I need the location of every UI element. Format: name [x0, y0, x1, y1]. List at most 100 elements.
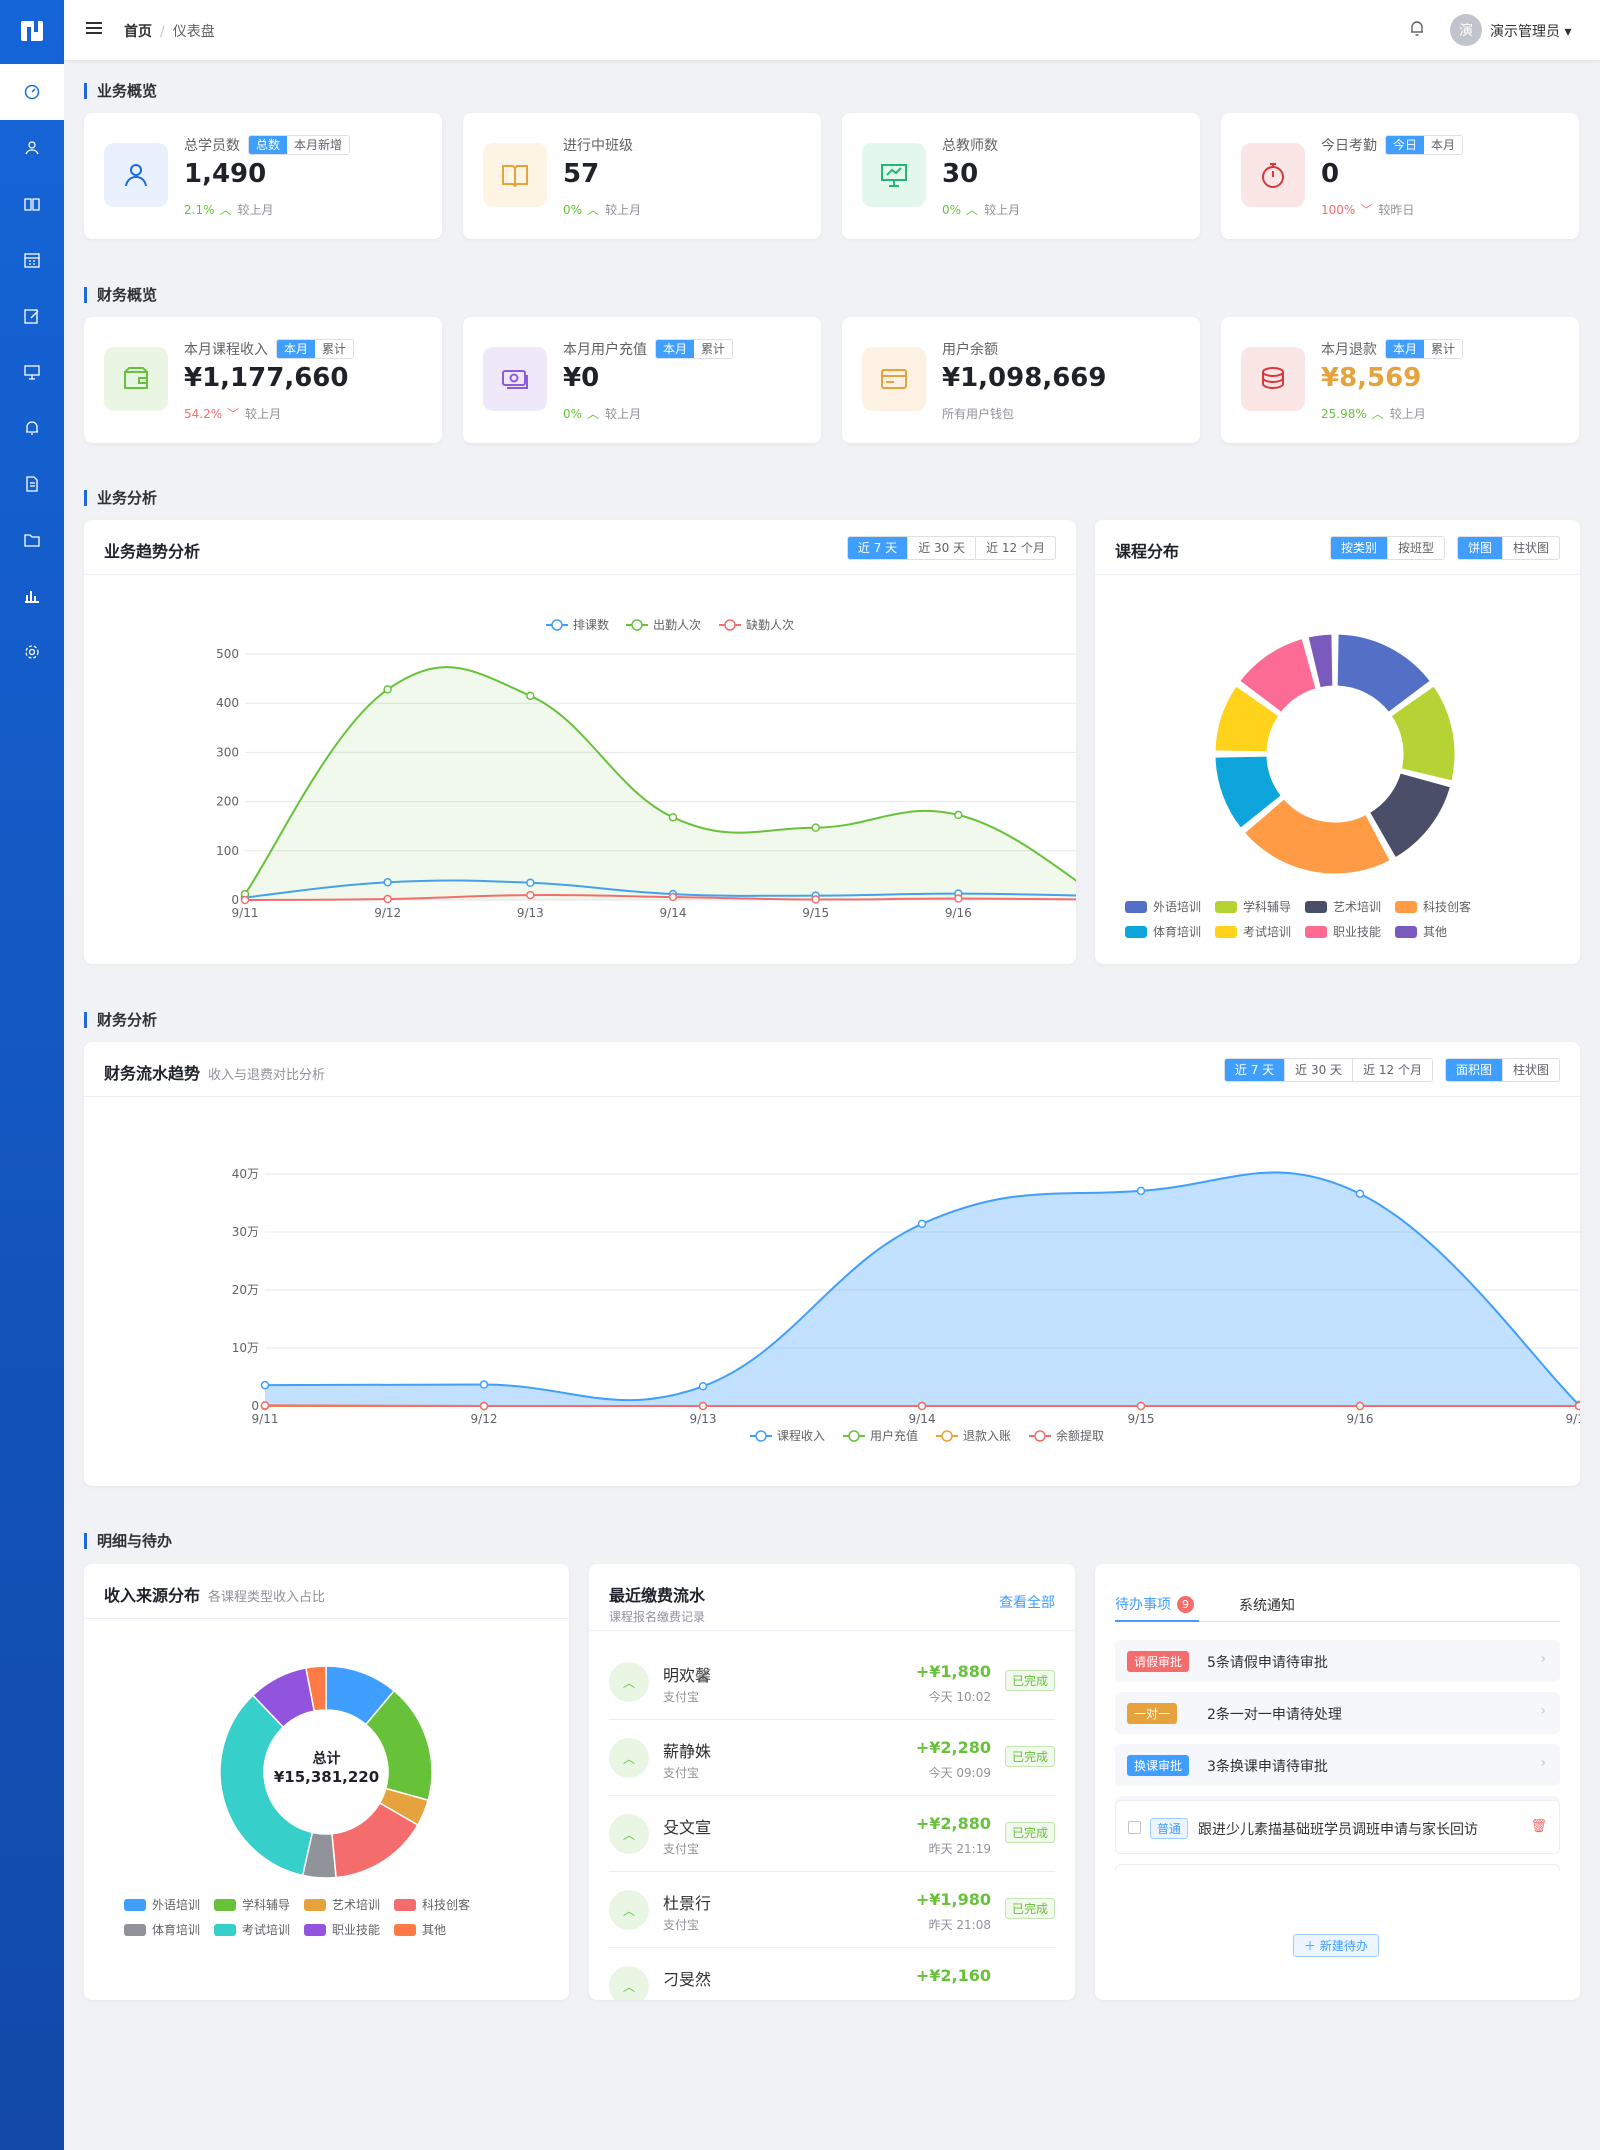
legend-item[interactable]: 艺术培训 [1305, 898, 1381, 915]
period-option[interactable]: 累计 [1424, 340, 1463, 358]
data-point[interactable] [698, 1382, 708, 1391]
period-option[interactable]: 累计 [694, 340, 733, 358]
nav-notify[interactable] [0, 400, 64, 456]
period-option[interactable]: 本月 [656, 340, 695, 358]
range-7d-button[interactable]: 近 7 天 [847, 537, 908, 559]
pie-slice[interactable] [1366, 770, 1454, 861]
legend-item[interactable]: 外语培训 [1125, 898, 1201, 915]
legend-item[interactable]: 职业技能 [1305, 923, 1381, 940]
pie-slice[interactable] [1305, 631, 1336, 691]
data-point[interactable] [1136, 1401, 1146, 1411]
bar-view-button[interactable]: 柱状图 [1501, 1059, 1559, 1081]
todo-row[interactable]: 换课审批 3条换课申请待审批 › [1115, 1744, 1560, 1786]
area-view-button[interactable]: 面积图 [1445, 1059, 1502, 1081]
bar-view-button[interactable]: 柱状图 [1501, 537, 1559, 559]
legend-item[interactable]: 艺术培训 [304, 1896, 380, 1913]
range-7d-button[interactable]: 近 7 天 [1224, 1059, 1285, 1081]
data-point[interactable] [479, 1380, 489, 1389]
data-point[interactable] [383, 878, 392, 887]
legend-item[interactable]: 职业技能 [304, 1921, 380, 1938]
legend-item[interactable]: 考试培训 [1215, 923, 1291, 940]
data-point[interactable] [668, 892, 678, 902]
legend-item[interactable]: 学科辅导 [214, 1896, 290, 1913]
legend-label[interactable]: 余额提取 [1056, 1428, 1104, 1443]
period-option[interactable]: 本月 [1424, 136, 1463, 154]
stat-card[interactable]: 总教师数 30 0% ︿ 较上月 [842, 113, 1200, 239]
data-point[interactable] [954, 810, 963, 820]
avatar[interactable]: 演 [1450, 14, 1482, 46]
data-point[interactable] [811, 895, 820, 904]
range-30d-button[interactable]: 近 30 天 [907, 537, 976, 559]
view-all-link[interactable]: 查看全部 [999, 1595, 1055, 1611]
data-point[interactable] [954, 894, 963, 903]
period-option[interactable]: 本月新增 [287, 136, 350, 154]
stat-card[interactable]: 本月退款 本月 累计 ¥8,569 25.98% ︿ 较上月 [1221, 317, 1579, 443]
stat-card[interactable]: 本月课程收入 本月 累计 ¥1,177,660 54.2% ﹀ 较上月 [84, 317, 442, 443]
period-option[interactable]: 累计 [315, 340, 354, 358]
trash-icon[interactable]: 🗑 [1530, 1819, 1547, 1834]
data-point[interactable] [1136, 1186, 1146, 1196]
data-point[interactable] [260, 1380, 270, 1390]
nav-teachers[interactable] [0, 344, 64, 400]
legend-item[interactable]: 体育培训 [1125, 923, 1201, 940]
stat-card[interactable]: 今日考勤 今日 本月 0 100% ﹀ 较昨日 [1221, 113, 1579, 239]
data-point[interactable] [811, 823, 820, 832]
tab-notice[interactable]: 系统通知 [1239, 1598, 1295, 1614]
data-point[interactable] [383, 894, 392, 904]
data-point[interactable] [917, 1219, 927, 1229]
data-point[interactable] [917, 1401, 927, 1411]
payment-row[interactable]: ︿ 明欢馨 支付宝 +¥1,880 今天 10:02 已完成 [609, 1644, 1055, 1720]
range-30d-button[interactable]: 近 30 天 [1284, 1059, 1353, 1081]
legend-item[interactable]: 考试培训 [214, 1921, 290, 1938]
data-point[interactable] [698, 1401, 708, 1411]
data-point[interactable] [240, 895, 250, 905]
legend-label[interactable]: 退款入账 [963, 1429, 1011, 1443]
data-point[interactable] [668, 813, 678, 822]
nav-folder[interactable] [0, 512, 64, 568]
data-point[interactable] [526, 878, 535, 888]
nav-edit[interactable] [0, 288, 64, 344]
pie-slice[interactable] [219, 1694, 314, 1877]
payment-row[interactable]: ︿ 薪静姝 支付宝 +¥2,280 今天 09:09 已完成 [609, 1720, 1055, 1796]
legend-item[interactable]: 科技创客 [1395, 898, 1471, 915]
range-12m-button[interactable]: 近 12 个月 [1352, 1059, 1432, 1081]
by-class-type-button[interactable]: 按班型 [1386, 537, 1444, 559]
legend-label[interactable]: 出勤人次 [653, 618, 701, 632]
legend-item[interactable]: 其他 [394, 1921, 446, 1938]
legend-label[interactable]: 缺勤人次 [746, 617, 794, 632]
data-point[interactable] [526, 691, 535, 701]
stat-card[interactable]: 总学员数 总数 本月新增 1,490 2.1% ︿ 较上月 [84, 113, 442, 239]
todo-row[interactable]: 一对一 2条一对一申请待处理 › [1115, 1692, 1560, 1734]
nav-schedule[interactable] [0, 232, 64, 288]
legend-label[interactable]: 排课数 [573, 617, 609, 632]
range-12m-button[interactable]: 近 12 个月 [975, 537, 1055, 559]
new-todo-button[interactable]: ＋ 新建待办 [1293, 1934, 1379, 1957]
todo-checkbox[interactable] [1128, 1821, 1141, 1834]
payment-row[interactable]: ︿ 刁旻然 +¥2,160 [609, 1948, 1055, 2000]
data-point[interactable] [1355, 1189, 1365, 1198]
nav-documents[interactable] [0, 456, 64, 512]
nav-courses[interactable] [0, 176, 64, 232]
legend-item[interactable]: 科技创客 [394, 1896, 470, 1913]
pie-slice[interactable] [1212, 753, 1285, 831]
stat-card[interactable]: 进行中班级 57 0% ︿ 较上月 [463, 113, 821, 239]
period-option[interactable]: 本月 [277, 340, 316, 358]
stat-card[interactable]: 用户余额 ¥1,098,669 所有用户钱包 [842, 317, 1200, 443]
data-point[interactable] [383, 685, 392, 694]
period-option[interactable]: 总数 [249, 136, 288, 154]
period-option[interactable]: 今日 [1386, 136, 1425, 154]
data-point[interactable] [526, 890, 535, 900]
pie-slice[interactable] [1212, 683, 1282, 755]
nav-dashboard[interactable] [0, 64, 64, 120]
breadcrumb-home[interactable]: 首页 [124, 24, 152, 40]
pie-slice[interactable] [305, 1665, 327, 1712]
data-point[interactable] [260, 1401, 270, 1410]
legend-item[interactable]: 其他 [1395, 923, 1447, 940]
nav-settings[interactable] [0, 624, 64, 680]
legend-item[interactable]: 外语培训 [124, 1896, 200, 1913]
nav-reports[interactable] [0, 568, 64, 624]
pie-slice[interactable] [1236, 635, 1319, 716]
legend-label[interactable]: 用户充值 [870, 1428, 918, 1443]
data-point[interactable] [1355, 1401, 1365, 1411]
by-category-button[interactable]: 按类别 [1330, 537, 1387, 559]
